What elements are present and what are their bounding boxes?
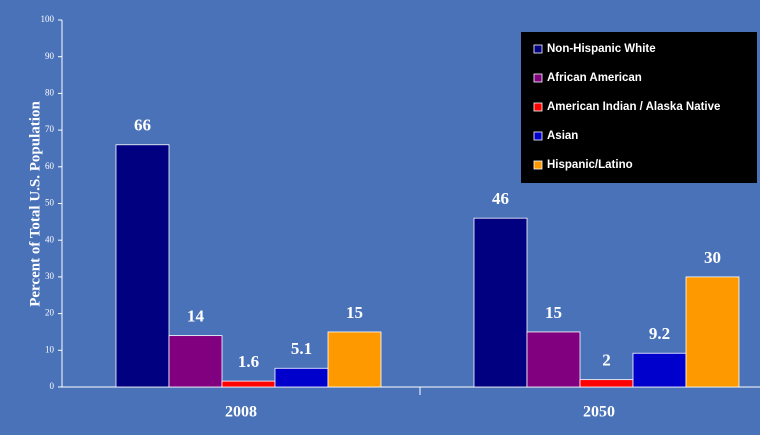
bar [526,331,581,388]
legend-label: African American [547,72,642,84]
y-tick-label: 0 [50,381,55,391]
y-tick-label: 80 [45,87,55,97]
data-label: 46 [492,189,509,208]
data-label: 14 [187,307,205,326]
y-tick-label: 30 [45,271,55,281]
y-tick-label: 50 [45,198,55,208]
bar [579,379,634,388]
y-tick-label: 60 [45,161,55,171]
bar [274,367,329,388]
y-axis-label: Percent of Total U.S. Population [27,101,43,307]
x-tick-label: 2008 [225,404,257,421]
legend-swatch [533,73,543,83]
bar [473,217,528,388]
legend-swatch [533,102,543,112]
legend-swatch [533,160,543,170]
x-tick-label: 2050 [583,404,615,421]
y-tick-label: 10 [45,344,55,354]
y-tick-label: 20 [45,308,55,318]
legend-label: American Indian / Alaska Native [547,101,720,113]
data-label: 1.6 [238,352,259,371]
legend-swatch [533,44,543,54]
bar [115,144,170,388]
legend [521,32,757,183]
bar [685,276,740,388]
data-label: 30 [704,248,721,267]
data-label: 15 [346,303,363,322]
y-tick-label: 90 [45,51,55,61]
bar [327,331,382,388]
legend-label: Non-Hispanic White [547,43,656,55]
data-label: 9.2 [649,324,670,343]
bar [632,352,687,388]
data-label: 5.1 [291,339,312,358]
y-tick-label: 70 [45,124,55,134]
legend-label: Hispanic/Latino [547,159,633,171]
y-tick-label: 40 [45,234,55,244]
bar [168,335,223,388]
legend-swatch [533,131,543,141]
y-tick-label: 100 [41,14,55,24]
bar [221,380,276,388]
data-label: 66 [134,116,151,135]
legend-label: Asian [547,130,578,142]
data-label: 2 [602,351,611,370]
data-label: 15 [545,303,562,322]
